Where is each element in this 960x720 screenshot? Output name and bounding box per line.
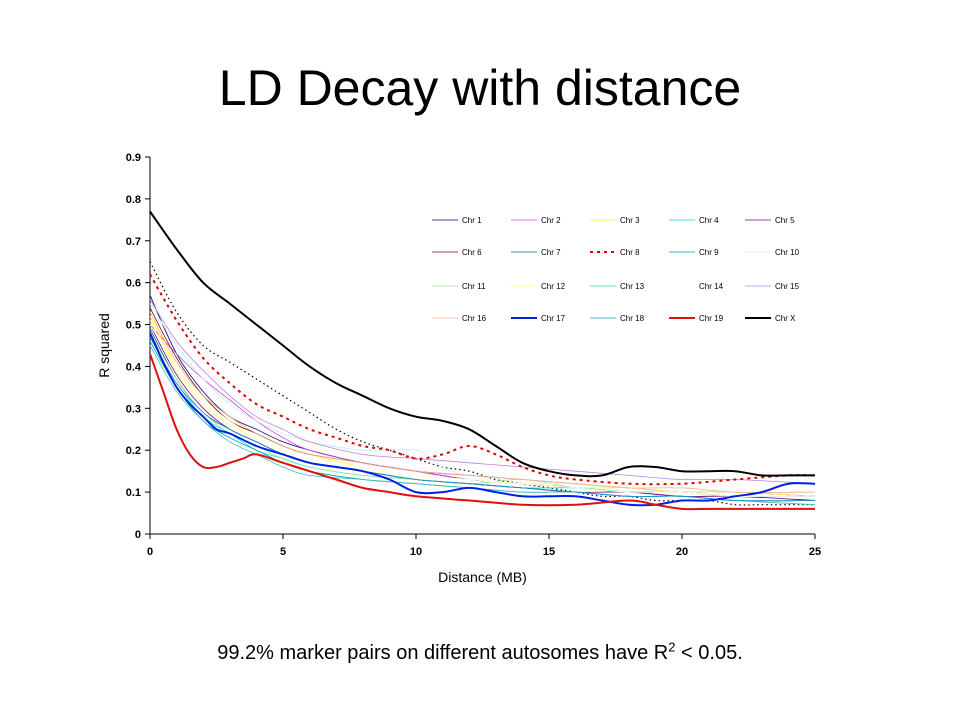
y-tick-label: 0.4 [126, 361, 142, 373]
legend-label-chr-17: Chr 17 [541, 314, 566, 323]
legend-label-chr-6: Chr 6 [462, 248, 482, 257]
series-line-chr-16 [149, 311, 816, 493]
series-line-chr-x [149, 210, 815, 478]
legend-label-chr-5: Chr 5 [775, 216, 795, 225]
series-line-chr-14 [149, 324, 816, 498]
y-tick-label: 0.8 [126, 194, 141, 206]
y-tick-label: 0.7 [126, 236, 141, 248]
series-line-chr-3 [149, 316, 816, 497]
y-tick-label: 0.2 [126, 445, 141, 457]
y-tick-label: 0.3 [126, 403, 141, 415]
chart-series-lines [149, 210, 816, 511]
x-tick-label: 5 [280, 546, 286, 558]
legend-label-chr-18: Chr 18 [620, 314, 645, 323]
x-axis-label: Distance (MB) [438, 569, 527, 585]
chart-legend: Chr 1 Chr 2 Chr 3 Chr 4 Chr 5 Chr 6 Chr 7 Chr 8… [432, 216, 800, 323]
legend-label-chr-11: Chr 11 [462, 282, 486, 291]
legend-label-chr-16: Chr 16 [462, 314, 487, 323]
caption-tail: < 0.05. [675, 642, 743, 664]
legend-label-chr-14: Chr 14 [699, 282, 724, 291]
x-tick-label: 15 [543, 546, 555, 558]
caption-superscript: 2 [668, 639, 676, 655]
legend-label-chr-19: Chr 19 [699, 314, 724, 323]
legend-label-chr-10: Chr 10 [775, 248, 800, 257]
y-axis-label: R squared [96, 313, 112, 378]
legend-label-chr-9: Chr 9 [699, 248, 719, 257]
series-line-chr-15 [149, 299, 816, 485]
x-tick-label: 20 [676, 546, 688, 558]
series-line-chr-6 [149, 307, 816, 497]
legend-label-chr-2: Chr 2 [541, 216, 561, 225]
y-tick-label: 0.5 [126, 320, 141, 332]
legend-label-chr-1: Chr 1 [462, 216, 482, 225]
series-line-chr-4 [149, 336, 816, 501]
slide-title: LD Decay with distance [218, 60, 742, 116]
legend-label-chr-4: Chr 4 [699, 216, 719, 225]
y-tick-label: 0 [135, 529, 141, 541]
x-tick-label: 25 [809, 546, 821, 558]
series-line-chr-1 [149, 295, 816, 498]
legend-label-chr-15: Chr 15 [775, 282, 800, 291]
series-line-chr-12 [149, 320, 816, 497]
chart-axes: 0 0.1 0.2 0.3 0.4 0.5 0.6 0.7 0.8 0.9 0 5 10 15 20 25 Di… [96, 152, 821, 585]
x-tick-label: 0 [147, 546, 153, 558]
legend-label-chr-8: Chr 8 [620, 248, 640, 257]
ld-decay-chart: 0 0.1 0.2 0.3 0.4 0.5 0.6 0.7 0.8 0.9 0 5 10 15 20 25 Di… [96, 152, 821, 585]
slide-caption: 99.2% marker pairs on different autosome… [0, 640, 960, 666]
y-tick-label: 0.1 [126, 487, 141, 499]
legend-label-chr-3: Chr 3 [620, 216, 640, 225]
legend-label-chr-7: Chr 7 [541, 248, 561, 257]
caption-main: 99.2% marker pairs on different autosome… [217, 642, 669, 664]
legend-label-chr-x: Chr X [775, 314, 796, 323]
series-line-chr-18 [149, 336, 816, 502]
y-tick-label: 0.9 [126, 152, 141, 164]
legend-label-chr-12: Chr 12 [541, 282, 566, 291]
series-line-unlabeled-dotted [149, 261, 815, 506]
series-line-chr-19 [149, 353, 815, 511]
legend-label-chr-13: Chr 13 [620, 282, 645, 291]
series-line-chr-8 [149, 273, 816, 486]
series-line-chr-17 [149, 332, 816, 507]
y-tick-label: 0.6 [126, 278, 141, 290]
x-tick-label: 10 [410, 546, 422, 558]
